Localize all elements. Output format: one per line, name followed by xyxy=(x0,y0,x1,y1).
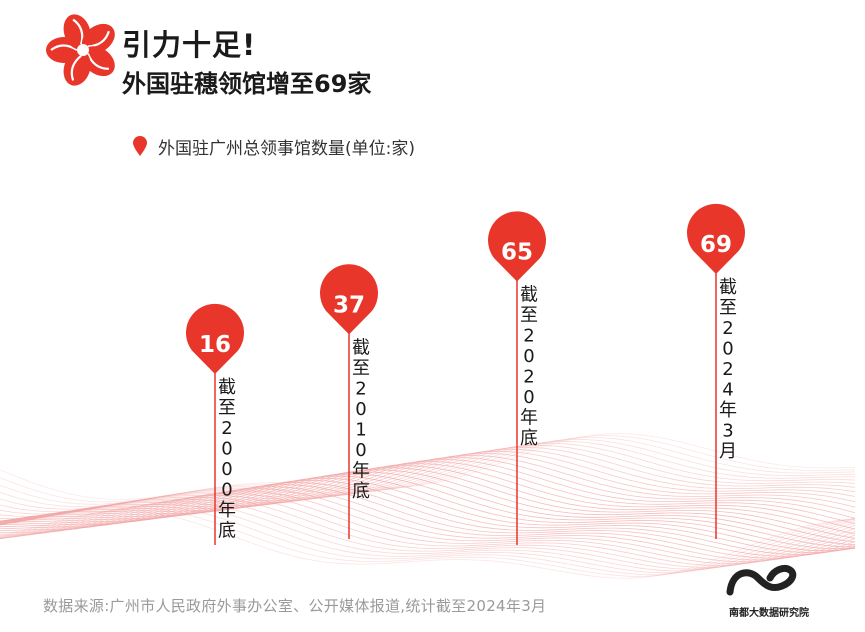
pin-head xyxy=(186,303,244,374)
page-title: 引力十足! xyxy=(122,28,257,62)
logo-petal-swirl xyxy=(86,53,109,70)
wave-line xyxy=(0,503,856,574)
flower-logo-petals xyxy=(46,14,115,86)
wave-line xyxy=(0,510,856,579)
data-label: 65 xyxy=(501,240,533,266)
canton-fair-logo xyxy=(46,14,115,86)
data-label: 37 xyxy=(333,292,365,318)
wave-line xyxy=(0,463,856,530)
wave-line xyxy=(0,459,856,526)
wave-line xyxy=(0,448,856,520)
wave-line xyxy=(0,484,856,557)
wave-line xyxy=(0,490,856,563)
source-note: 数据来源:广州市人民政府外事办公室、公开媒体报道,统计截至2024年3月 xyxy=(43,597,547,615)
wave-line xyxy=(0,495,856,566)
chart-marks: 16 截至 2 0 0 0 年底 37 截至 2 0 1 0 年底 65 截至 2 0 2 0 年底 69 截至 2 0 2 4 年 3… xyxy=(186,203,745,545)
wave-line xyxy=(0,479,856,554)
category-label: 截至 2 0 1 0 年底 xyxy=(352,337,370,502)
legend: 外国驻广州总领事馆数量(单位:家) xyxy=(132,133,415,159)
wave-line xyxy=(0,467,856,539)
data-label: 16 xyxy=(199,332,231,358)
pin-head xyxy=(320,264,378,335)
legend-pin-icon xyxy=(133,136,147,156)
data-label: 69 xyxy=(700,232,732,258)
wave-line xyxy=(0,471,856,546)
logo-petal xyxy=(63,50,91,86)
pin-marker: 37 截至 2 0 1 0 年底 xyxy=(320,264,378,539)
wave-line xyxy=(0,433,856,500)
wave-line xyxy=(0,497,856,568)
logo-center xyxy=(77,44,89,56)
wave-line xyxy=(0,508,856,577)
logo-petal-swirl xyxy=(87,30,110,48)
pin-head xyxy=(487,211,546,282)
wave-line xyxy=(0,469,856,543)
wave-line xyxy=(0,465,856,535)
legend-label: 外国驻广州总领事馆数量(单位:家) xyxy=(158,138,415,159)
pin-head xyxy=(687,203,745,274)
wave-line xyxy=(0,488,856,561)
wave-line xyxy=(0,492,856,565)
category-label: 截至 2 0 2 4 年 3 月 xyxy=(719,277,737,462)
logo-petal-swirl xyxy=(50,44,78,51)
wave-line xyxy=(0,505,856,575)
wave-line xyxy=(0,482,856,555)
pin-marker: 16 截至 2 0 0 0 年底 xyxy=(186,303,244,545)
wave-background xyxy=(0,433,856,579)
logo-petal-swirl xyxy=(72,18,84,45)
pin-marker: 69 截至 2 0 2 4 年 3 月 xyxy=(687,203,745,539)
logo-petal-swirl xyxy=(70,54,82,81)
pin-marker: 65 截至 2 0 2 0 年底 xyxy=(487,211,546,545)
wave-line xyxy=(0,501,856,572)
organization-name: 南都大数据研究院 xyxy=(729,608,809,619)
page-subtitle: 外国驻穗领馆增至69家 xyxy=(122,70,372,98)
wave-line xyxy=(0,499,856,570)
category-label: 截至 2 0 0 0 年底 xyxy=(218,377,236,542)
wave-line xyxy=(0,486,856,559)
category-label: 截至 2 0 2 0 年底 xyxy=(520,285,538,450)
organization-logo-icon xyxy=(726,564,797,596)
